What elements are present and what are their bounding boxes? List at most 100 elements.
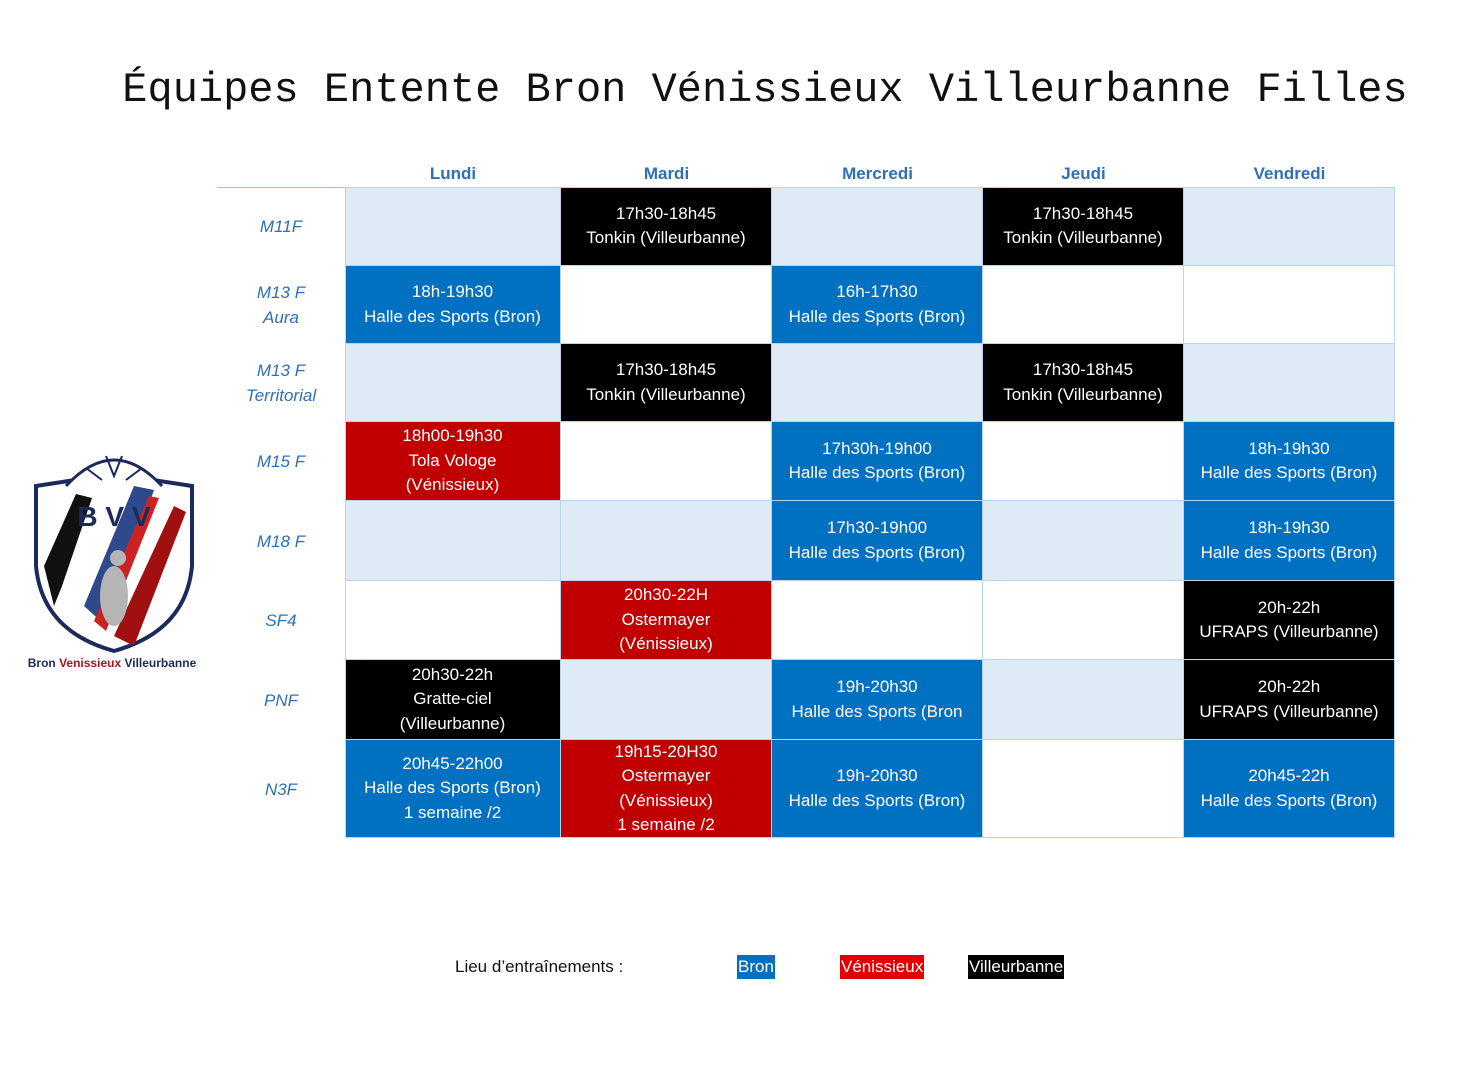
session-time: 18h-19h30 [1248, 438, 1330, 458]
session-time: 18h-19h30 [411, 282, 494, 301]
legend-venissieux: Vénissieux [840, 955, 925, 979]
team-label-line: M13 F [256, 361, 306, 380]
session-cell: 18h00-19h30 Tola Vologe (Vénissieux) [345, 422, 561, 501]
session-location: Gratte-ciel [413, 689, 492, 709]
session-time: 17h30-19h00 [826, 518, 928, 537]
session-location: Halle des Sports (Bron [791, 701, 963, 721]
session-time: 19h-20h30 [836, 766, 918, 785]
empty-cell [561, 422, 772, 501]
empty-cell [561, 660, 772, 740]
day-header-0: Lundi [429, 164, 477, 183]
team-label-line: M15 F [256, 452, 306, 471]
session-location: UFRAPS (Villeurbanne) [1199, 701, 1379, 721]
logo-initials: B V V [77, 501, 150, 532]
day-header-1: Mardi [643, 164, 690, 183]
team-label-line: N3F [264, 779, 298, 799]
session-location: (Vénissieux) [405, 475, 500, 495]
session-cell: 18h-19h30 Halle des Sports (Bron) [1184, 501, 1395, 581]
session-location: (Vénissieux) [619, 634, 713, 654]
session-cell: 19h-20h30 Halle des Sports (Bron) [772, 740, 983, 838]
team-label-line: M18 F [256, 531, 306, 551]
session-location: Halle des Sports (Bron) [1200, 463, 1378, 482]
session-location: Halle des Sports (Bron) [788, 542, 966, 562]
session-cell: 20h30-22H Ostermayer (Vénissieux) [561, 581, 772, 660]
empty-cell [983, 266, 1184, 344]
empty-cell [772, 581, 983, 660]
team-label-line: M13 F [256, 283, 306, 302]
team-label-line: M11F [259, 217, 303, 236]
page-title: Équipes Entente Bron Vénissieux Villeurb… [122, 66, 1408, 114]
empty-cell [983, 660, 1184, 740]
session-cell: 16h-17h30 Halle des Sports (Bron) [772, 266, 983, 344]
day-header-3: Jeudi [1061, 164, 1106, 183]
session-time: 20h-22h [1257, 597, 1321, 617]
session-location: (Vénissieux) [619, 790, 713, 810]
session-location: Tola Vologe [408, 450, 497, 470]
session-time: 18h00-19h30 [402, 426, 503, 446]
session-time: 16h-17h30 [836, 282, 918, 301]
session-location: (Villeurbanne) [399, 713, 506, 733]
session-time: 17h30-18h45 [1032, 203, 1134, 223]
legend-bron: Bron [737, 955, 775, 979]
session-location: Halle des Sports (Bron) [788, 790, 966, 810]
team-label-line: PNF [264, 690, 298, 710]
session-location: Halle des Sports (Bron) [788, 306, 966, 326]
empty-cell [1184, 266, 1395, 344]
empty-cell [772, 187, 983, 266]
logo-caption: Bron Venissieux Villeurbanne [27, 656, 197, 670]
session-cell: 17h30-18h45 Tonkin (Villeurbanne) [561, 344, 772, 422]
empty-cell [1184, 344, 1395, 422]
session-location: Ostermayer [621, 766, 711, 785]
legend-label: Lieu d’entraînements : [455, 957, 624, 976]
club-logo: B V V [34, 455, 194, 654]
session-time: 20h30-22h [411, 664, 494, 684]
session-time: 17h30-18h45 [615, 360, 717, 379]
empty-cell [1184, 187, 1395, 266]
empty-cell [772, 344, 983, 422]
session-location: Tonkin (Villeurbanne) [1003, 384, 1163, 404]
session-cell: 20h45-22h00 Halle des Sports (Bron) 1 sema… [345, 740, 561, 838]
empty-cell [983, 422, 1184, 501]
session-time: 20h45-22h [1248, 766, 1330, 785]
session-cell: 20h-22h UFRAPS (Villeurbanne) [1184, 660, 1395, 740]
session-time: 19h15-20H30 [614, 741, 718, 761]
session-location: Ostermayer [621, 609, 711, 629]
session-cell: 17h30-18h45 Tonkin (Villeurbanne) [983, 344, 1184, 422]
session-location: UFRAPS (Villeurbanne) [1199, 622, 1379, 641]
session-time: 17h30-18h45 [1032, 360, 1134, 379]
team-label: M11F [217, 187, 345, 266]
session-cell: 18h-19h30 Halle des Sports (Bron) [1184, 422, 1395, 501]
session-location: Halle des Sports (Bron) [1200, 542, 1378, 562]
session-cell: 20h-22h UFRAPS (Villeurbanne) [1184, 581, 1395, 660]
session-cell: 19h15-20H30 Ostermayer (Vénissieux) 1 semai… [561, 740, 772, 838]
session-cell: 17h30h-19h00 Halle des Sports (Bron) [772, 422, 983, 501]
team-label: M13 F Aura [217, 266, 345, 344]
session-location: Halle des Sports (Bron) [788, 463, 966, 482]
empty-cell [983, 740, 1184, 838]
team-label: SF4 [217, 581, 345, 660]
empty-cell [345, 501, 561, 581]
team-label: PNF [217, 660, 345, 740]
empty-cell [561, 501, 772, 581]
team-label-line: SF4 [265, 611, 297, 630]
team-label: N3F [217, 740, 345, 838]
team-label-line: Territorial [245, 386, 317, 405]
session-time: 20h45-22h00 [402, 753, 503, 773]
empty-cell [345, 187, 561, 266]
session-location: Tonkin (Villeurbanne) [1003, 228, 1163, 247]
empty-cell [345, 581, 561, 660]
session-time: 17h30h-19h00 [822, 438, 932, 458]
session-time: 20h30-22H [623, 585, 709, 605]
session-location: 1 semaine /2 [617, 815, 715, 834]
session-location: Halle des Sports (Bron) [364, 306, 541, 326]
session-cell: 18h-19h30 Halle des Sports (Bron) [345, 266, 561, 344]
session-cell: 20h45-22h Halle des Sports (Bron) [1184, 740, 1395, 838]
session-location: Halle des Sports (Bron) [364, 778, 541, 798]
session-cell: 17h30-18h45 Tonkin (Villeurbanne) [983, 187, 1184, 266]
team-label: M13 F Territorial [217, 344, 345, 422]
empty-cell [983, 501, 1184, 581]
session-cell: 17h30-19h00 Halle des Sports (Bron) [772, 501, 983, 581]
day-header-2: Mercredi [842, 164, 913, 183]
empty-cell [345, 344, 561, 422]
session-cell: 19h-20h30 Halle des Sports (Bron [772, 660, 983, 740]
